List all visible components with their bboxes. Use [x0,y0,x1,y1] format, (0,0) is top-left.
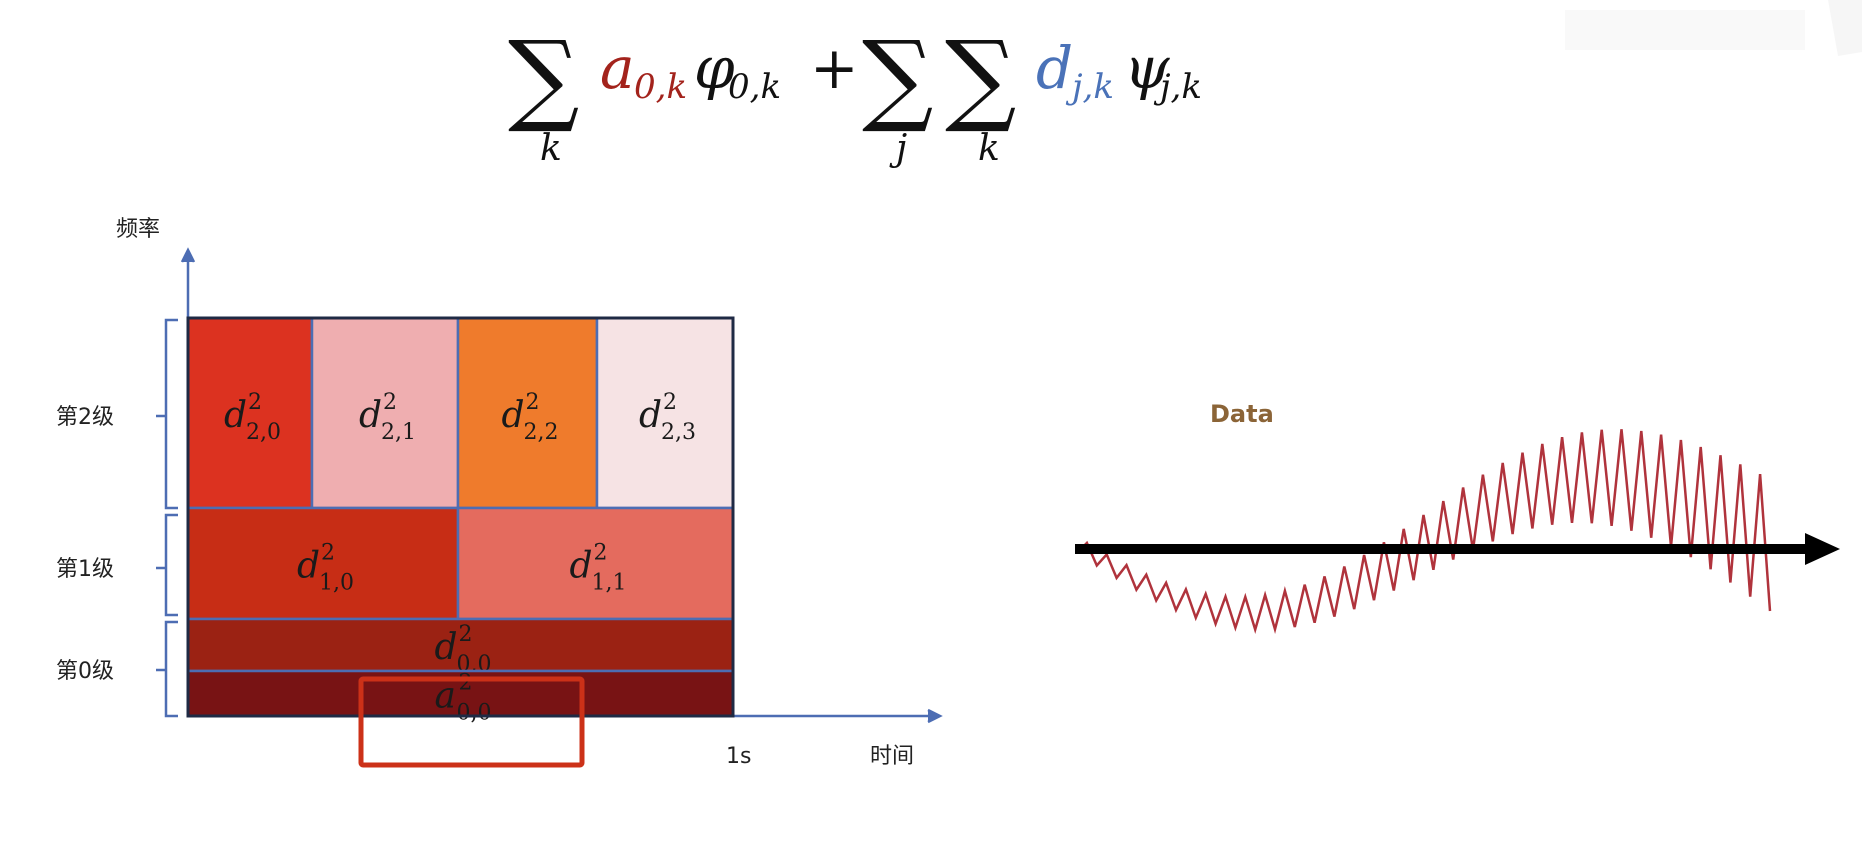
cell-label-base: d [502,395,525,436]
cell-label-subscript: 2,0 [246,420,281,445]
cell-label-superscript: 2 [459,622,473,647]
d-symbol: d [1036,34,1073,102]
cell-label-subscript: 2,1 [381,420,416,445]
cell-d-1-0 [186,506,460,621]
cell-label-base: d [297,546,320,587]
grid-outline [186,316,735,718]
cell-label-base: d [435,627,458,668]
phi-symbol: φ [694,34,735,102]
psi-symbol: ψ [1124,34,1170,102]
cell-label-subscript: 1,1 [592,571,627,596]
level-0-label: 第0级 [56,659,114,684]
cell-label-superscript: 2 [594,541,608,566]
x-end-tick: 1s [726,744,751,769]
highlight-box [358,676,585,768]
cell-label-base: d [224,395,247,436]
cell-label-base: d [359,395,382,436]
cell-label-subscript: 1,0 [319,571,354,596]
time-axis-arrow [1075,533,1840,565]
cell-label-subscript: 0,0 [457,701,492,726]
plus-sign: + [810,34,859,102]
cell-label-superscript: 2 [526,390,540,415]
wavelet-formula: ∑ k a 0,k φ 0,k + ∑ j ∑ k d j,k ψ j,k [508,19,1202,169]
watermark-logo [1565,0,1862,56]
level-braces [156,318,178,718]
sigma-3: ∑ [945,19,1016,136]
a-subscript: 0,k [634,67,687,107]
sigma-2: ∑ [862,19,933,136]
cell-label-base: d [639,395,662,436]
signal-waveform [1076,429,1772,635]
y-axis-label: 频率 [116,217,160,242]
level-2-label: 第2级 [56,405,114,430]
brace-level-1 [156,513,178,617]
cell-label-subscript: 2,3 [661,420,696,445]
cell-label-superscript: 2 [248,390,262,415]
cell-label-superscript: 2 [383,390,397,415]
psi-subscript: j,k [1153,67,1202,107]
cell-label-superscript: 2 [321,541,335,566]
signal-label: Data [1210,400,1274,428]
x-axis-label: 时间 [870,744,914,769]
cell-label-superscript: 2 [459,671,473,696]
brace-level-2 [156,318,178,510]
d-subscript: j,k [1065,67,1114,107]
tiling-grid: d 22,0 d 22,1 d 22,2 d 22,3d 21,0 d 21,1d 20,0a 20,0 [186,316,735,726]
cell-label-base: d [570,546,593,587]
x-axis-arrow [927,708,943,724]
sigma-1: ∑ [508,19,579,136]
cell-label-base: a [435,676,456,717]
cell-d-0-0 [186,617,735,673]
a-symbol: a [600,34,635,102]
cell-label-subscript: 2,2 [524,420,559,445]
cell-label-superscript: 2 [663,390,677,415]
level-1-label: 第1级 [56,557,114,582]
y-axis-arrow [180,247,196,263]
sum3-index: k [978,128,1000,169]
sum1-index: k [540,128,562,169]
phi-subscript: 0,k [728,67,781,107]
brace-level-0 [156,620,178,718]
